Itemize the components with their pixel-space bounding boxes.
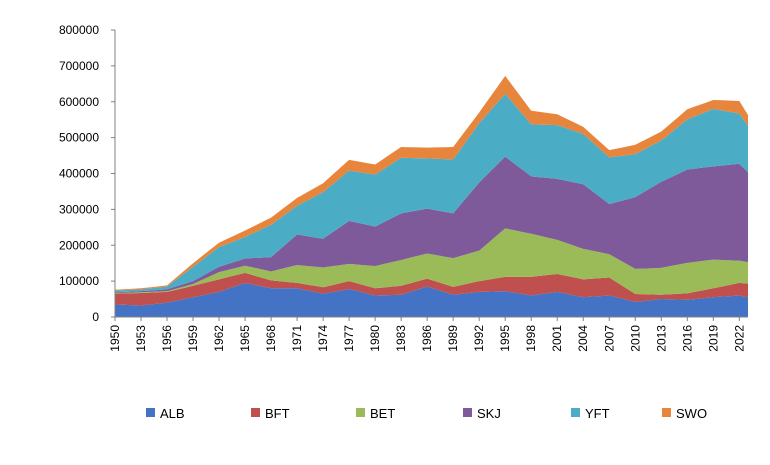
x-tick-label: 2010 [628, 325, 642, 352]
x-tick-label: 1998 [524, 325, 538, 352]
x-tick-label: 2022 [732, 325, 746, 352]
area-bft [115, 272, 748, 306]
legend-swatch-bft [251, 408, 260, 417]
area-series-group [115, 75, 748, 317]
x-tick-label: 1974 [316, 325, 330, 352]
legend-label-swo: SWO [676, 406, 707, 421]
y-tick-label: 400000 [59, 167, 99, 181]
x-tick-label: 1989 [446, 325, 460, 352]
x-tick-label: 2007 [602, 325, 616, 352]
x-tick-label: 1956 [160, 325, 174, 352]
y-tick-label: 600000 [59, 95, 99, 109]
legend-label-yft: YFT [585, 406, 610, 421]
y-tick-label: 0 [92, 310, 99, 324]
x-tick-label: 1968 [264, 325, 278, 352]
axes-group [111, 29, 748, 321]
x-tick-label: 1977 [342, 325, 356, 352]
x-tick-label: 1950 [108, 325, 122, 352]
x-tick-label: 1971 [290, 325, 304, 352]
area-bet [115, 228, 748, 295]
legend-swatch-skj [463, 408, 472, 417]
x-tick-label: 2016 [680, 325, 694, 352]
y-tick-label: 300000 [59, 202, 99, 216]
legend-swatch-alb [146, 408, 155, 417]
area-alb [115, 282, 748, 317]
legend-swatch-swo [662, 408, 671, 417]
x-tick-label: 1962 [212, 325, 226, 352]
legend-label-skj: SKJ [477, 406, 501, 421]
y-tick-label: 200000 [59, 238, 99, 252]
x-tick-label: 1959 [186, 325, 200, 352]
x-tick-label: 1995 [498, 325, 512, 352]
y-tick-label: 100000 [59, 274, 99, 288]
x-tick-label: 2019 [706, 325, 720, 352]
x-tick-label: 1980 [368, 325, 382, 352]
x-tick-label: 1953 [134, 325, 148, 352]
x-tick-label: 2013 [654, 325, 668, 352]
y-tick-labels: 0 100000 200000 300000 400000 500000 600000 700… [59, 23, 99, 324]
legend: ALB BFT BET SKJ YFT SWO [146, 406, 707, 421]
x-tick-label: 1992 [472, 325, 486, 352]
x-tick-label: 2004 [576, 325, 590, 352]
x-tick-label: 1965 [238, 325, 252, 352]
x-tick-label: 2001 [550, 325, 564, 352]
legend-label-bft: BFT [265, 406, 290, 421]
x-tick-label: 1986 [420, 325, 434, 352]
legend-swatch-yft [571, 408, 580, 417]
legend-swatch-bet [356, 408, 365, 417]
y-tick-label: 500000 [59, 131, 99, 145]
legend-label-bet: BET [370, 406, 395, 421]
area-skj [115, 156, 748, 293]
x-tick-labels: 1950 1953 1956 1959 1962 1965 1968 1971 1974 1977… [108, 325, 746, 352]
legend-label-alb: ALB [160, 406, 185, 421]
x-tick-label: 1983 [394, 325, 408, 352]
y-tick-label: 700000 [59, 59, 99, 73]
area-yft [115, 93, 748, 293]
y-tick-label: 800000 [59, 23, 99, 37]
